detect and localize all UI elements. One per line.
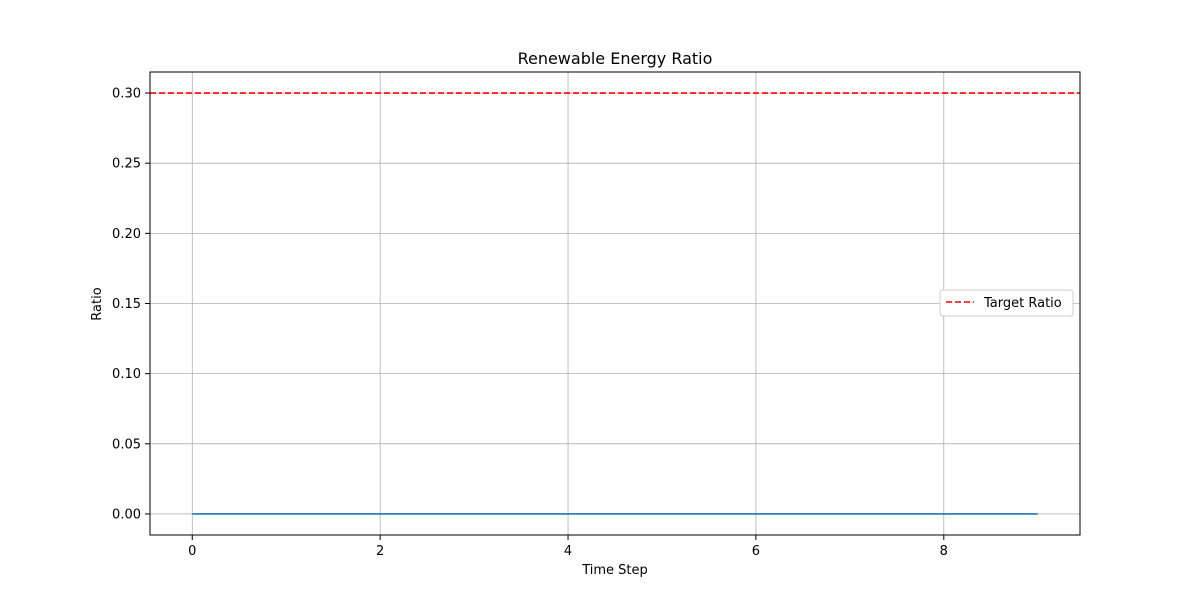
chart-title: Renewable Energy Ratio — [518, 49, 713, 68]
legend: Target Ratio — [940, 290, 1073, 316]
x-tick-label: 4 — [564, 544, 572, 559]
y-axis-label: Ratio — [90, 287, 105, 320]
legend-label-target-ratio: Target Ratio — [983, 296, 1062, 311]
x-axis-label: Time Step — [581, 563, 648, 578]
y-tick-label: 0.05 — [112, 437, 141, 452]
y-tick-label: 0.10 — [112, 367, 141, 382]
x-tick-label: 2 — [376, 544, 384, 559]
x-tick-label: 8 — [940, 544, 948, 559]
y-tick-label: 0.15 — [112, 297, 141, 312]
y-tick-label: 0.25 — [112, 157, 141, 172]
x-tick-label: 0 — [188, 544, 196, 559]
y-tick-label: 0.20 — [112, 227, 141, 242]
y-tick-label: 0.00 — [112, 507, 141, 522]
y-tick-label: 0.30 — [112, 87, 141, 102]
x-tick-label: 6 — [752, 544, 760, 559]
